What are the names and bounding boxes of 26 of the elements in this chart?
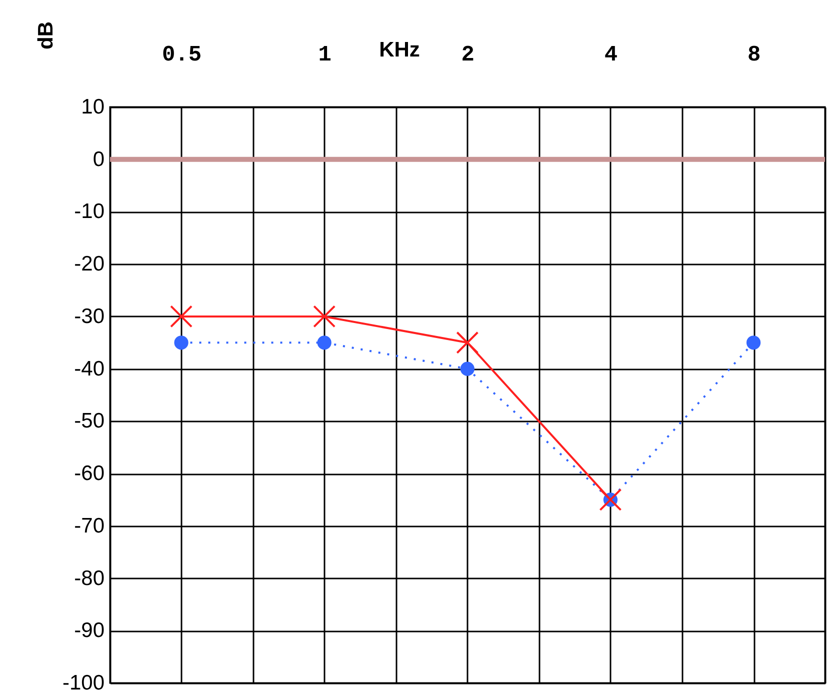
- y-tick-label: -10: [74, 200, 104, 224]
- x-axis-title: KHz: [379, 38, 420, 62]
- x-tick-label: 0.5: [162, 42, 202, 68]
- y-tick-label: -100: [62, 672, 104, 694]
- x-tick-label: 1: [318, 42, 332, 68]
- y-tick-label: 10: [81, 96, 104, 118]
- point: [456, 331, 479, 354]
- y-axis-title: dB: [34, 22, 58, 50]
- y-tick-label: -20: [74, 252, 104, 276]
- y-tick-label: -60: [74, 462, 104, 486]
- point: [746, 336, 761, 350]
- y-tick-label: -30: [74, 304, 104, 328]
- point: [313, 305, 336, 328]
- point: [317, 336, 332, 350]
- x-tick-label: 8: [747, 42, 761, 68]
- point: [174, 336, 188, 350]
- x-tick-label: 4: [604, 42, 618, 68]
- y-tick-label: -50: [74, 410, 104, 433]
- y-tick-label: 0: [92, 148, 104, 171]
- point: [460, 362, 474, 376]
- y-tick-label: -70: [74, 514, 104, 538]
- y-tick-label: -90: [74, 619, 104, 642]
- y-tick-label: -80: [74, 566, 104, 590]
- y-tick-label: -40: [74, 357, 104, 380]
- point: [170, 305, 193, 328]
- x-tick-label: 2: [461, 42, 475, 68]
